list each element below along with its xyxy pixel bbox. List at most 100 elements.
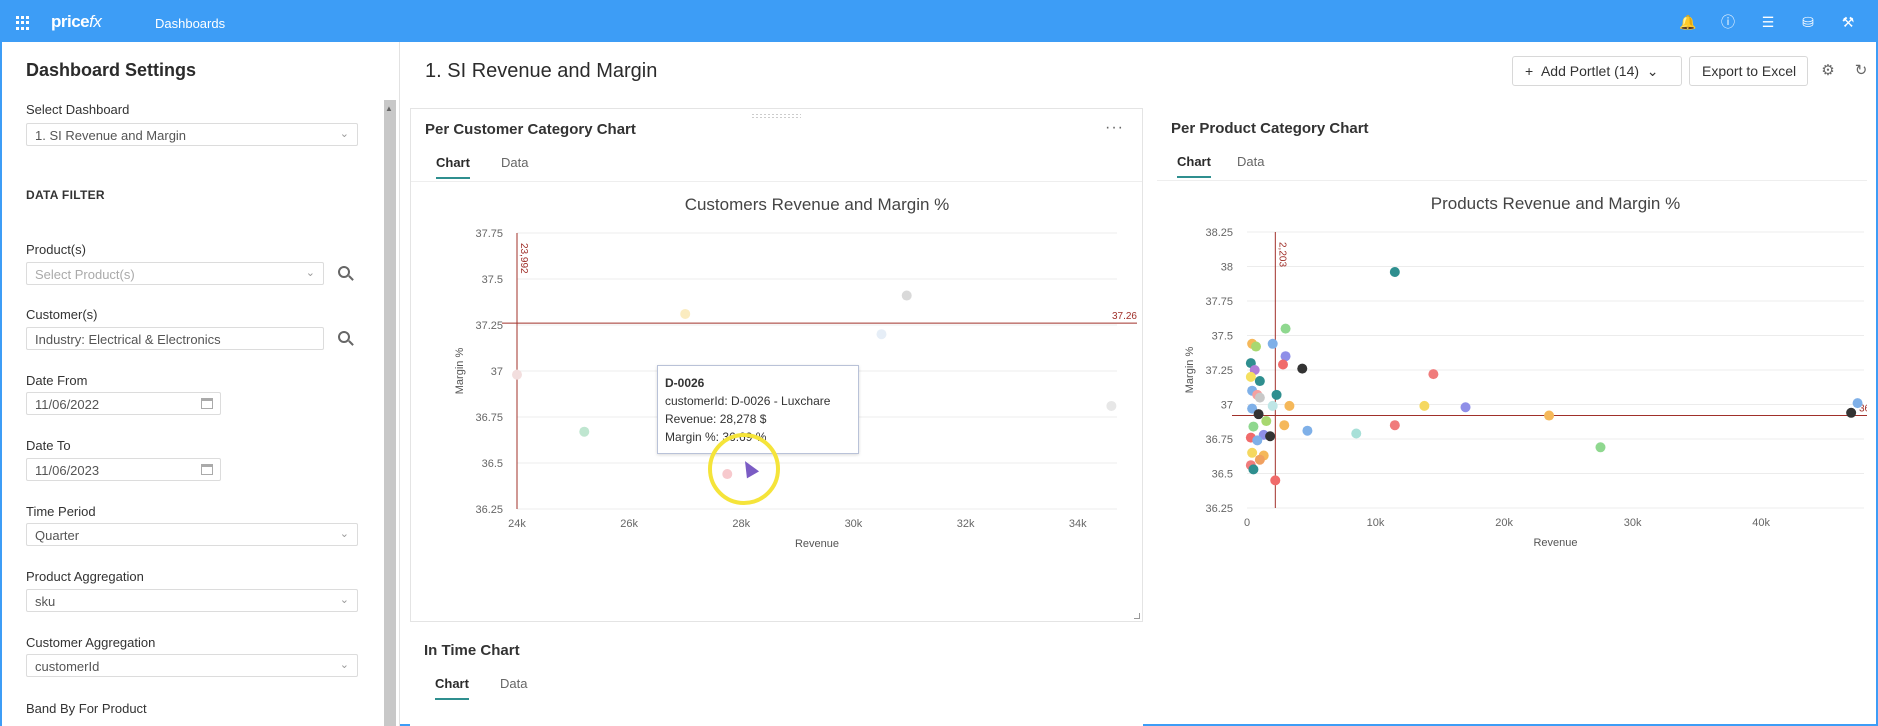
breadcrumb-dashboards[interactable]: Dashboards [155, 16, 226, 31]
scatter-point [1389, 420, 1400, 431]
scatter-point [1265, 431, 1276, 442]
scatter-point [1267, 338, 1278, 349]
in-time-portlet: In Time Chart Chart Data [410, 630, 1143, 726]
y-tick-label: 37.5 [482, 274, 503, 286]
chevron-down-icon: ⌄ [339, 128, 349, 140]
customers-field[interactable]: Industry: Electrical & Electronics [26, 327, 324, 350]
customer-aggregation-dropdown[interactable]: customerId ⌄ [26, 654, 358, 677]
date-to-field[interactable]: 11/06/2023 [26, 458, 221, 481]
x-tick-label: 32k [957, 518, 975, 530]
pricefx-logo[interactable]: pricefx [51, 12, 102, 31]
scatter-point [1254, 376, 1265, 387]
y-tick-label: 36.5 [1212, 469, 1233, 481]
tab-data[interactable]: Data [501, 155, 529, 170]
date-to-label: Date To [26, 438, 71, 453]
tab-chart[interactable]: Chart [436, 155, 470, 179]
scatter-point [1279, 420, 1290, 431]
tab-data[interactable]: Data [500, 676, 528, 691]
products-scatter-chart: Products Revenue and Margin % 38.25 38 37.7… [1184, 194, 1867, 549]
calendar-icon[interactable] [201, 464, 213, 475]
x-tick-label: 40k [1752, 517, 1770, 529]
y-tick-label: 37 [491, 366, 503, 378]
chevron-down-icon: ⌄ [339, 528, 349, 540]
scatter-point [1106, 400, 1117, 411]
x-axis-label: Revenue [795, 538, 839, 550]
scatter-point [1254, 454, 1265, 465]
scatter-point [1250, 341, 1261, 352]
customer-category-portlet: Per Customer Category Chart ··· Chart Da… [410, 108, 1143, 622]
chart-title: Customers Revenue and Margin % [685, 195, 950, 214]
refresh-icon[interactable]: ↻ [1854, 62, 1868, 79]
scatter-point [1245, 371, 1256, 382]
tab-chart[interactable]: Chart [1177, 154, 1211, 178]
reference-y-label: 36.92 [1859, 404, 1867, 415]
main-content: 1. SI Revenue and Margin + Add Portlet (… [400, 42, 1876, 726]
apps-grid-icon[interactable] [16, 16, 30, 30]
date-from-label: Date From [26, 373, 88, 388]
select-dashboard-dropdown[interactable]: 1. SI Revenue and Margin ⌄ [26, 123, 358, 146]
scatter-point [1280, 323, 1291, 334]
resize-handle[interactable] [1134, 613, 1140, 619]
add-portlet-button[interactable]: + Add Portlet (14) ⌄ [1512, 56, 1682, 86]
portlet-title: Per Customer Category Chart [425, 121, 636, 138]
band-by-product-label: Band By For Product [26, 701, 147, 716]
chevron-down-icon: ⌄ [339, 659, 349, 671]
products-search-icon[interactable] [338, 266, 354, 282]
calendar-icon[interactable] [201, 398, 213, 409]
scatter-point [1253, 409, 1264, 420]
product-aggregation-dropdown[interactable]: sku ⌄ [26, 589, 358, 612]
y-tick-label: 36.75 [1205, 434, 1233, 446]
scatter-point [579, 426, 590, 437]
x-tick-label: 10k [1367, 517, 1385, 529]
notifications-icon[interactable]: 🔔 [1679, 14, 1697, 30]
scatter-point [1428, 369, 1439, 380]
portlet-title: In Time Chart [424, 642, 520, 659]
scatter-point [1544, 410, 1555, 421]
scroll-up-arrow-icon[interactable]: ▲ [385, 104, 393, 113]
tab-chart[interactable]: Chart [435, 676, 469, 700]
customers-scatter-chart: Customers Revenue and Margin % 37.75 37.5 3… [454, 195, 1137, 550]
customers-label: Customer(s) [26, 307, 98, 322]
tools-icon[interactable]: ⚒ [1841, 14, 1855, 30]
scatter-point [1297, 363, 1308, 374]
product-aggregation-label: Product Aggregation [26, 569, 144, 584]
y-tick-label: 37.75 [1205, 296, 1233, 308]
x-tick-label: 28k [732, 518, 750, 530]
products-label: Product(s) [26, 242, 86, 257]
plus-icon: + [1525, 63, 1541, 79]
y-axis-label: Margin % [454, 348, 466, 395]
help-icon[interactable]: ⓘ [1721, 14, 1735, 30]
scatter-point [512, 369, 522, 380]
products-select[interactable]: Select Product(s) ⌄ [26, 262, 324, 285]
scatter-point [1351, 428, 1362, 439]
scatter-point [876, 329, 887, 340]
x-axis-label: Revenue [1533, 537, 1577, 549]
top-bar: pricefx Dashboards 🔔 ⓘ ☰ ⛁ ⚒ [2, 2, 1876, 42]
scatter-point [1419, 400, 1430, 411]
x-tick-label: 30k [1624, 517, 1642, 529]
panel-title: Dashboard Settings [26, 60, 197, 80]
data-filter-heading: DATA FILTER [26, 188, 105, 202]
gear-icon[interactable]: ⚙ [1821, 62, 1835, 79]
scatter-point [1846, 407, 1857, 418]
scatter-point [1247, 447, 1258, 458]
scatter-point [1460, 402, 1471, 413]
settings-sliders-icon[interactable]: ☰ [1761, 14, 1775, 30]
y-tick-label: 37.75 [475, 228, 503, 240]
select-dashboard-label: Select Dashboard [26, 102, 130, 117]
x-tick-label: 24k [508, 518, 526, 530]
more-options-icon[interactable]: ··· [1105, 119, 1124, 136]
database-icon[interactable]: ⛁ [1802, 14, 1814, 30]
customers-search-icon[interactable] [338, 331, 354, 347]
y-tick-label: 37.5 [1212, 331, 1233, 343]
time-period-dropdown[interactable]: Quarter ⌄ [26, 523, 358, 546]
date-from-field[interactable]: 11/06/2022 [26, 392, 221, 415]
page-title: 1. SI Revenue and Margin [425, 60, 658, 82]
scatter-point [1270, 475, 1281, 486]
tab-data[interactable]: Data [1237, 154, 1265, 169]
y-tick-label: 38 [1221, 262, 1233, 274]
export-to-excel-button[interactable]: Export to Excel [1689, 56, 1808, 86]
scatter-point [1248, 421, 1259, 432]
drag-handle[interactable] [751, 113, 801, 119]
sidebar-scrollbar[interactable] [384, 100, 396, 726]
